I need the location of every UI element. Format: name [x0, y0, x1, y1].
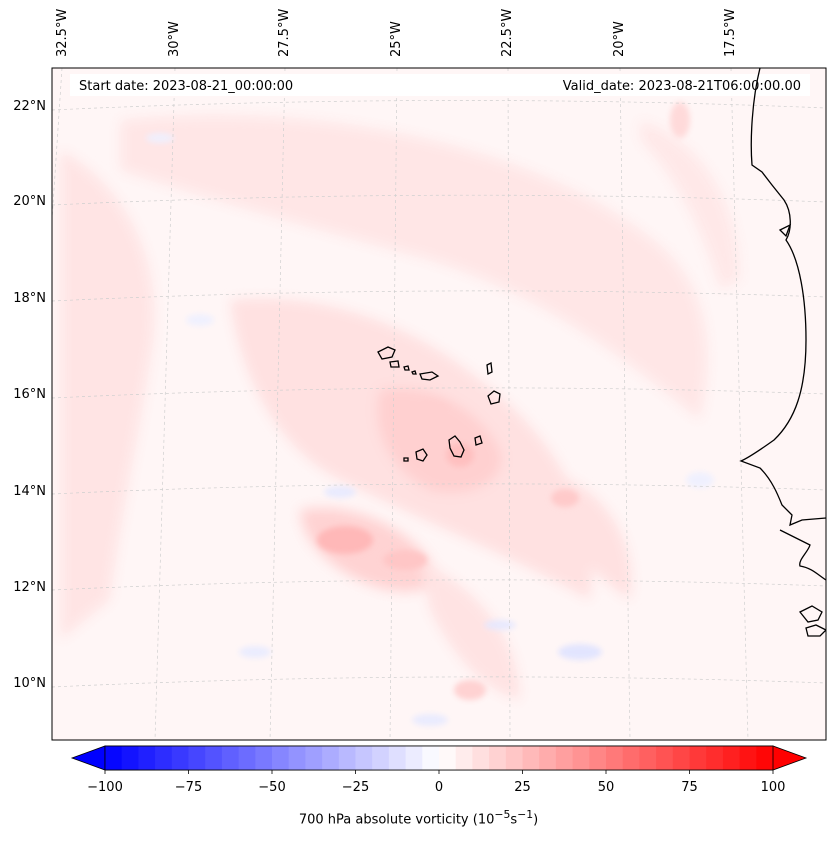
colorbar-step — [422, 746, 440, 770]
colorbar-step — [606, 746, 624, 770]
colorbar-step — [589, 746, 607, 770]
colorbar-tick: 50 — [597, 780, 615, 795]
lat-label-14n: 14°N — [13, 484, 46, 499]
colorbar-step — [522, 746, 540, 770]
colorbar-step — [105, 746, 123, 770]
colorbar-step — [388, 746, 407, 770]
colorbar-step — [672, 746, 690, 770]
colorbar-tick: 75 — [681, 780, 698, 795]
colorbar-step — [338, 746, 356, 770]
colorbar-tick: −25 — [341, 780, 370, 795]
lon-label-17-5w: 17.5°W — [723, 8, 738, 57]
colorbar-step — [372, 746, 390, 770]
colorbar-step — [288, 746, 306, 770]
colorbar-step — [221, 746, 240, 770]
colorbar-tick: 100 — [760, 780, 786, 795]
colorbar-tick: −75 — [174, 780, 203, 795]
colorbar-step — [639, 746, 657, 770]
colorbar-tick: −100 — [87, 780, 123, 795]
longitude-gridlines — [52, 68, 749, 740]
colorbar-step — [205, 746, 223, 770]
lon-label-27-5w: 27.5°W — [277, 8, 292, 57]
colorbar-step — [656, 746, 674, 770]
colorbar-step — [739, 746, 757, 770]
colorbar-tick: 25 — [514, 780, 531, 795]
start-date-label: Start date: 2023-08-21_00:00:00 — [79, 79, 294, 94]
colorbar-label: 700 hPa absolute vorticity (10−5s−1) — [298, 808, 539, 828]
valid-date-label: Valid_date: 2023-08-21T06:00:00.00 — [562, 79, 801, 94]
colorbar-step — [439, 746, 457, 770]
colorbar-step — [238, 746, 256, 770]
colorbar-step — [489, 746, 507, 770]
lat-label-20n: 20°N — [13, 194, 46, 209]
lat-label-18n: 18°N — [13, 291, 46, 306]
lon-label-30w: 30°W — [167, 21, 182, 57]
lon-label-20w: 20°W — [612, 21, 627, 57]
colorbar-step — [722, 746, 741, 770]
coastline — [739, 68, 826, 637]
colorbar-step — [756, 746, 774, 770]
colorbar-step — [689, 746, 707, 770]
colorbar — [70, 745, 808, 774]
colorbar-step — [171, 746, 189, 770]
colorbar-step — [472, 746, 490, 770]
colorbar-tick: 0 — [434, 780, 444, 795]
colorbar-step — [322, 746, 340, 770]
colorbar-step — [255, 746, 273, 770]
colorbar-step — [155, 746, 173, 770]
colorbar-step — [121, 746, 139, 770]
lat-label-10n: 10°N — [13, 676, 46, 691]
colorbar-step — [455, 746, 473, 770]
colorbar-step — [555, 746, 574, 770]
colorbar-step — [138, 746, 156, 770]
lat-label-16n: 16°N — [13, 387, 46, 402]
cape-verde-islands — [377, 346, 501, 462]
colorbar-step — [505, 746, 523, 770]
lat-label-22n: 22°N — [13, 99, 46, 114]
colorbar-step — [706, 746, 724, 770]
map-frame — [51, 67, 827, 741]
lon-label-32-5w: 32.5°W — [55, 8, 70, 57]
colorbar-step — [188, 746, 206, 770]
latitude-gridlines — [52, 100, 826, 688]
colorbar-step — [622, 746, 640, 770]
colorbar-step — [272, 746, 290, 770]
colorbar-step — [355, 746, 373, 770]
colorbar-step — [405, 746, 423, 770]
lat-label-12n: 12°N — [13, 580, 46, 595]
lon-label-25w: 25°W — [389, 21, 404, 57]
colorbar-tick: −50 — [258, 780, 286, 795]
lon-label-22-5w: 22.5°W — [500, 8, 515, 57]
colorbar-step — [305, 746, 323, 770]
vorticity-field — [52, 68, 826, 740]
colorbar-step — [539, 746, 557, 770]
colorbar-step — [572, 746, 590, 770]
